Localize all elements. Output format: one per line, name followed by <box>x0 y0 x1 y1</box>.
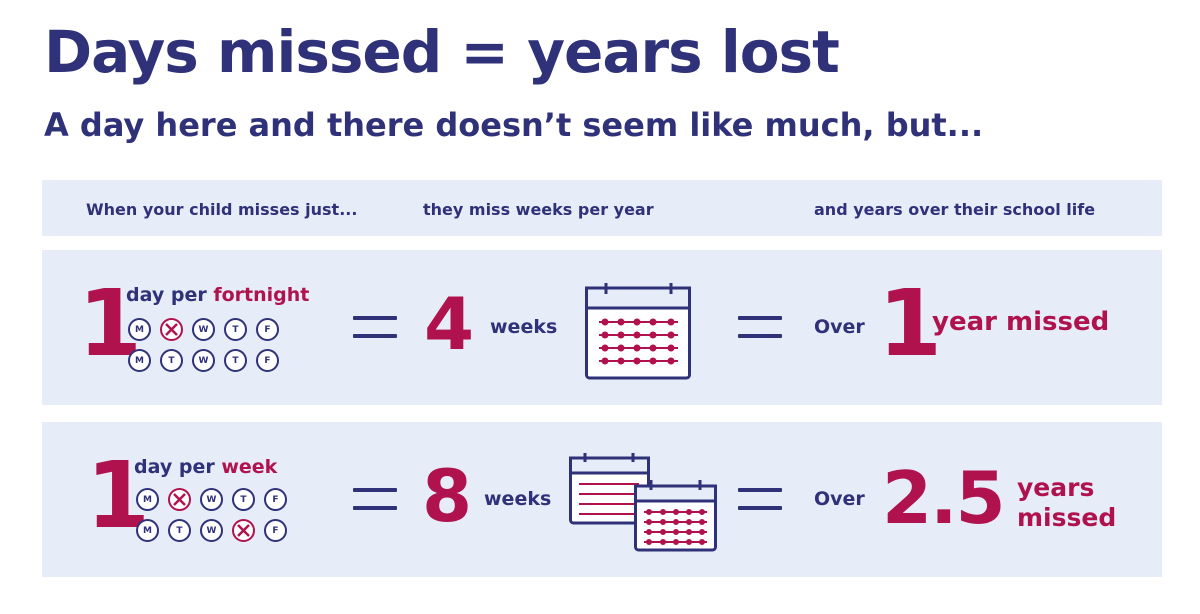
over-label: Over <box>814 316 865 338</box>
weeks-value: 8 <box>422 454 473 538</box>
weeks-label: weeks <box>490 316 558 338</box>
weekday-circle: T <box>224 318 247 341</box>
weekday-circle: M <box>128 349 151 372</box>
weekday-circle: F <box>264 488 287 511</box>
equals-sign-icon <box>738 312 782 342</box>
column-header-band: When your child misses just... they miss… <box>42 180 1162 236</box>
cross-icon <box>165 323 178 336</box>
row-week: 1 day per week MTWTFMTWTF 8 weeks Over 2… <box>42 422 1162 577</box>
weekday-circle: W <box>200 488 223 511</box>
weekday-circle: T <box>168 519 191 542</box>
weekday-circle: W <box>192 349 215 372</box>
weekday-circle: T <box>224 349 247 372</box>
row-frequency-label: day per fortnight <box>126 284 309 306</box>
page-subtitle: A day here and there doesn’t seem like m… <box>44 106 984 144</box>
over-label: Over <box>814 488 865 510</box>
missed-day-icon: T <box>232 519 255 542</box>
years-value: 1 <box>878 270 943 377</box>
header-weeks-per-year: they miss weeks per year <box>423 200 654 219</box>
years-value: 2.5 <box>882 456 1006 540</box>
frequency-prefix: day per <box>134 456 215 478</box>
years-label-line2: missed <box>1017 503 1117 532</box>
calendar-icon <box>585 283 691 380</box>
equals-sign-icon <box>738 484 782 514</box>
row-fortnight: 1 day per fortnight MTWTFMTWTF 4 weeks O… <box>42 250 1162 405</box>
frequency-period: fortnight <box>213 284 310 306</box>
years-missed-label: year missed <box>932 307 1110 337</box>
weeks-label: weeks <box>484 488 552 510</box>
weekday-circle: F <box>264 519 287 542</box>
weeks-value: 4 <box>424 282 475 366</box>
years-label-line1: years <box>1017 473 1095 502</box>
weekday-circle: M <box>136 488 159 511</box>
weekday-circle: W <box>192 318 215 341</box>
frequency-period: week <box>221 456 278 478</box>
weekday-circle: W <box>200 519 223 542</box>
page-title: Days missed = years lost <box>44 18 840 86</box>
weekday-circle: M <box>128 318 151 341</box>
weekday-circle: T <box>160 349 183 372</box>
weekday-circle: F <box>256 349 279 372</box>
equals-sign-icon <box>353 484 397 514</box>
missed-day-icon: T <box>160 318 183 341</box>
cross-icon <box>173 493 186 506</box>
weekday-circle: M <box>136 519 159 542</box>
header-days-missed: When your child misses just... <box>86 200 358 219</box>
weekday-circle: F <box>256 318 279 341</box>
header-years-school-life: and years over their school life <box>814 200 1096 219</box>
row-frequency-label: day per week <box>134 456 277 478</box>
double-calendar-icon <box>569 453 717 552</box>
frequency-prefix: day per <box>126 284 207 306</box>
weekday-grid: MTWTFMTWTF <box>136 488 287 550</box>
weekday-grid: MTWTFMTWTF <box>128 318 279 380</box>
missed-day-icon: T <box>168 488 191 511</box>
equals-sign-icon <box>353 312 397 342</box>
cross-icon <box>237 524 250 537</box>
weekday-circle: T <box>232 488 255 511</box>
